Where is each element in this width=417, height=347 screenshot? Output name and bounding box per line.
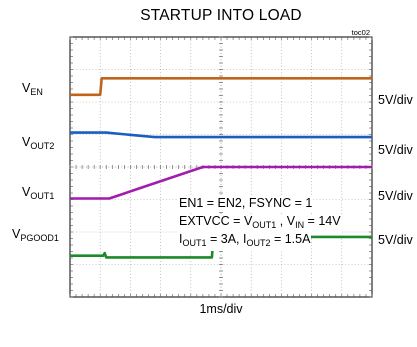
label-v-out2: VOUT2 bbox=[22, 135, 55, 151]
trace-v-out2 bbox=[70, 131, 372, 139]
label-v-en: VEN bbox=[22, 81, 43, 97]
trace-v-out1 bbox=[70, 165, 372, 200]
chart-title: STARTUP INTO LOAD bbox=[140, 7, 302, 24]
annotation-line-1: EN1 = EN2, FSYNC = 1 bbox=[178, 196, 314, 211]
scale-v-en: 5V/div bbox=[378, 93, 413, 107]
figure-id: toc02 bbox=[351, 28, 370, 37]
scale-v-out1: 5V/div bbox=[378, 189, 413, 203]
label-v-out1: VOUT1 bbox=[22, 185, 55, 201]
annotation-line-2: EXTVCC = VOUT1 , VIN = 14V bbox=[178, 214, 342, 233]
annotation-line-3: IOUT1 = 3A, IOUT2 = 1.5A bbox=[178, 232, 312, 251]
scale-v-out2: 5V/div bbox=[378, 143, 413, 157]
x-axis-label: 1ms/div bbox=[199, 302, 243, 316]
trace-v-en bbox=[70, 77, 372, 97]
scale-v-pgood1: 5V/div bbox=[378, 233, 413, 247]
label-v-pgood1: VPGOOD1 bbox=[12, 227, 59, 243]
